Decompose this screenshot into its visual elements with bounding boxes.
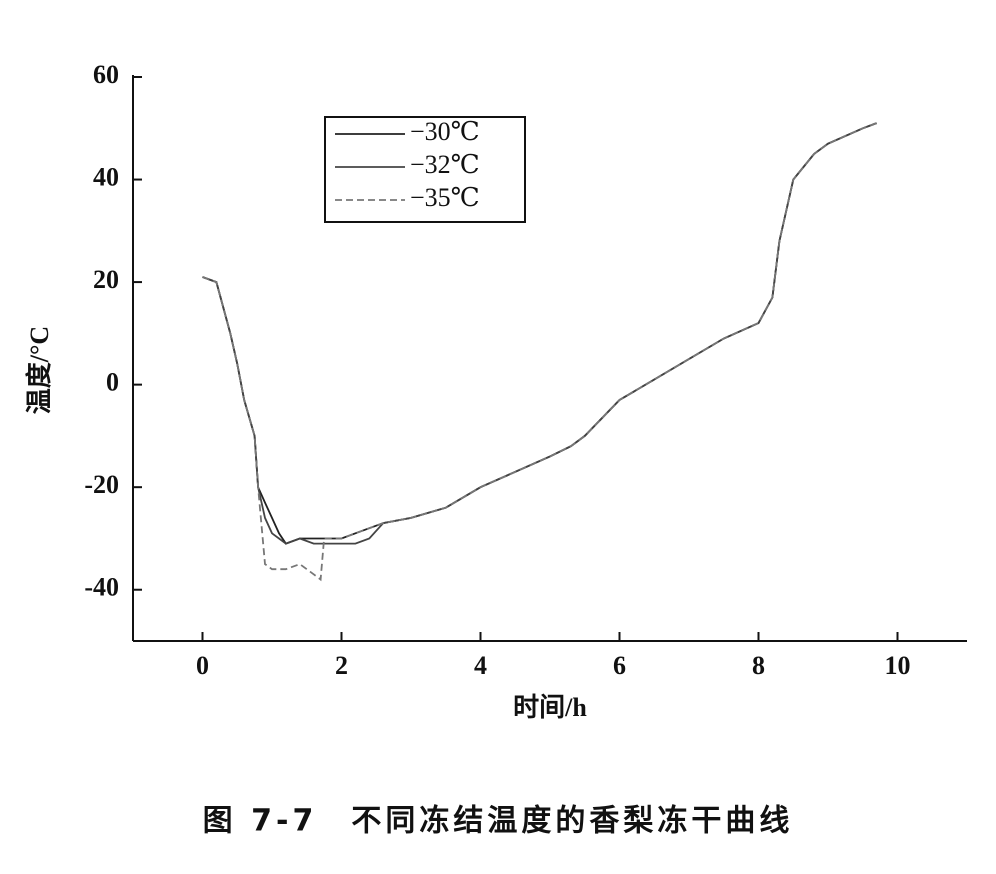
legend-label: −30℃ <box>410 117 480 146</box>
x-tick-label: 8 <box>752 651 765 680</box>
legend-label: −32℃ <box>410 150 480 179</box>
y-tick-label: 60 <box>93 60 119 89</box>
x-tick-label: 10 <box>885 651 911 680</box>
x-axis-label: 时间/h <box>513 693 587 722</box>
series-line <box>202 122 877 582</box>
y-tick-label: -40 <box>84 573 119 602</box>
y-axis-label: 温度/°C <box>24 326 54 414</box>
x-tick-label: 6 <box>613 651 626 680</box>
y-tick-label: 20 <box>93 265 119 294</box>
y-tick-label: -20 <box>84 470 119 499</box>
series-line <box>202 122 877 545</box>
x-tick-label: 2 <box>335 651 348 680</box>
legend-label: −35℃ <box>410 183 480 212</box>
series-line <box>202 122 877 545</box>
legend-box <box>324 116 526 223</box>
x-tick-label: 4 <box>474 651 487 680</box>
caption: 图 7-7 不同冻结温度的香梨冻干曲线 <box>203 804 794 839</box>
y-tick-label: 40 <box>93 163 119 192</box>
y-tick-label: 0 <box>106 368 119 397</box>
x-tick-label: 0 <box>196 651 209 680</box>
